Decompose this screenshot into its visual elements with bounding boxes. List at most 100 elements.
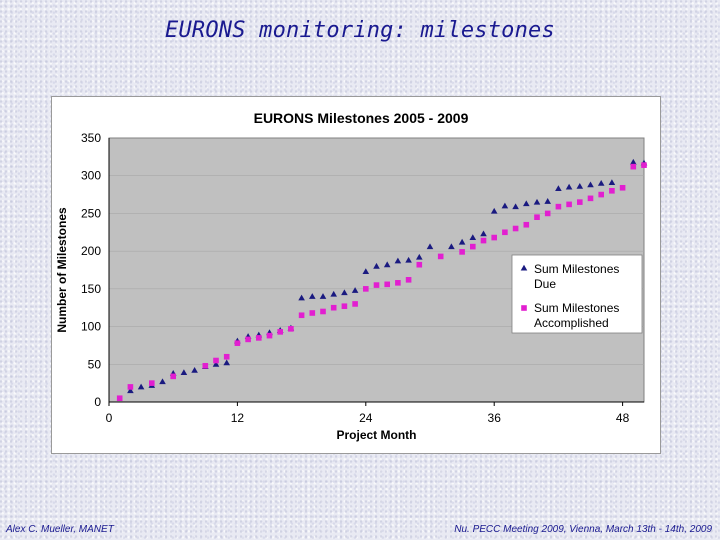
- accomplished-point: [256, 335, 262, 341]
- accomplished-point: [512, 225, 519, 232]
- legend-accomplished-label-line2: Accomplished: [534, 316, 609, 330]
- y-tick-label: 300: [81, 169, 101, 183]
- due-point: [309, 293, 316, 299]
- accomplished-point: [116, 395, 123, 402]
- accomplished-point: [309, 310, 316, 316]
- accomplished-point: [405, 277, 412, 283]
- accomplished-point: [555, 203, 562, 210]
- due-point: [330, 290, 337, 297]
- accomplished-point: [277, 329, 283, 335]
- y-tick-label: 350: [81, 131, 101, 145]
- due-point: [180, 369, 188, 376]
- due-point: [597, 179, 605, 186]
- due-point: [630, 158, 637, 165]
- due-point: [448, 243, 455, 250]
- accomplished-point: [363, 286, 369, 292]
- x-tick-label: 48: [616, 411, 630, 425]
- due-point: [587, 181, 594, 188]
- x-tick-label: 24: [359, 411, 373, 425]
- due-point: [137, 383, 145, 390]
- due-point: [373, 262, 380, 269]
- x-tick-label: 0: [106, 411, 113, 425]
- accomplished-point: [480, 237, 487, 244]
- accomplished-point: [416, 261, 423, 268]
- accomplished-point: [202, 362, 209, 369]
- due-point: [159, 378, 166, 385]
- y-tick-label: 100: [81, 320, 101, 334]
- y-axis-title: Number of Milestones: [55, 207, 69, 333]
- y-tick-label: 250: [81, 206, 101, 220]
- axes: [108, 138, 644, 406]
- accomplished-point: [245, 336, 251, 343]
- due-point: [501, 202, 509, 209]
- accomplished-point: [577, 199, 583, 205]
- due-point: [544, 198, 551, 204]
- accomplished-point: [170, 373, 176, 380]
- due-point: [426, 243, 434, 250]
- chart-panel: EURONS Milestones 2005 - 2009 0 50 100 150 2…: [51, 96, 661, 454]
- series-accomplished: [116, 162, 647, 402]
- due-point: [405, 256, 412, 263]
- accomplished-point: [630, 163, 637, 170]
- chart-title: EURONS Milestones 2005 - 2009: [254, 110, 469, 126]
- milestones-chart: EURONS Milestones 2005 - 2009 0 50 100 150 2…: [55, 110, 648, 442]
- legend-box: [511, 254, 643, 334]
- due-point: [512, 203, 519, 210]
- due-point: [212, 360, 220, 367]
- legend-accomplished-square-marker: [521, 305, 527, 311]
- accomplished-point: [223, 353, 230, 360]
- accomplished-point: [470, 243, 476, 250]
- accomplished-point: [437, 253, 444, 260]
- accomplished-point: [619, 184, 626, 191]
- due-point: [362, 268, 370, 274]
- accomplished-point: [459, 249, 465, 255]
- due-point: [608, 179, 616, 185]
- accomplished-point: [609, 188, 615, 194]
- due-point: [127, 387, 134, 394]
- due-point: [394, 257, 402, 264]
- due-point: [319, 293, 327, 299]
- due-point: [469, 234, 477, 241]
- legend-due-label-line1: Sum Milestones: [534, 262, 619, 276]
- y-tick-label: 200: [81, 244, 101, 258]
- y-tick-label: 150: [81, 282, 101, 296]
- accomplished-point: [213, 357, 219, 364]
- due-point: [223, 359, 230, 366]
- accomplished-point: [384, 281, 390, 288]
- due-point: [555, 185, 562, 192]
- accomplished-point: [523, 221, 530, 228]
- due-point: [298, 294, 305, 301]
- accomplished-point: [127, 384, 134, 390]
- accomplished-point: [234, 340, 241, 346]
- accomplished-point: [502, 229, 508, 236]
- y-tick-labels: 0 50 100 150 200 250 300 350: [81, 131, 101, 409]
- legend: Sum Milestones Due Sum Milestones Accomp…: [511, 254, 643, 334]
- due-point: [383, 261, 391, 268]
- accomplished-point: [288, 326, 294, 332]
- accomplished-point: [534, 214, 540, 220]
- due-point: [480, 230, 487, 237]
- y-tick-label: 50: [88, 357, 102, 371]
- accomplished-point: [598, 191, 604, 198]
- accomplished-point: [149, 380, 155, 386]
- x-tick-label: 36: [488, 411, 502, 425]
- legend-accomplished-label-line1: Sum Milestones: [534, 301, 619, 315]
- accomplished-point: [373, 282, 380, 288]
- due-point: [351, 287, 359, 293]
- footer-author: Alex C. Mueller, MANET: [6, 524, 114, 535]
- due-point: [576, 182, 584, 189]
- accomplished-point: [395, 280, 401, 286]
- accomplished-point: [352, 301, 358, 307]
- due-point: [191, 367, 198, 373]
- accomplished-point: [320, 308, 326, 315]
- legend-due-triangle-marker: [520, 264, 528, 271]
- accomplished-point: [341, 303, 348, 310]
- accomplished-point: [641, 162, 647, 168]
- accomplished-point: [566, 201, 572, 208]
- footer-event: Nu. PECC Meeting 2009, Vienna, March 13t…: [454, 524, 712, 535]
- legend-due-label-line2: Due: [534, 277, 556, 291]
- x-tick-label: 12: [231, 411, 245, 425]
- due-point: [416, 253, 423, 260]
- x-axis-title: Project Month: [337, 428, 417, 442]
- due-point: [565, 183, 573, 190]
